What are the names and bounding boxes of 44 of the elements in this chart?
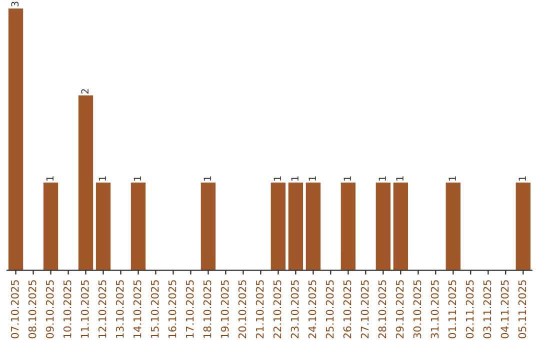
- x-tick-label: 21.10.2025: [256, 280, 264, 338]
- data-label: 1: [378, 176, 386, 181]
- x-tick-label: 07.10.2025: [10, 280, 19, 338]
- data-label: 1: [308, 176, 316, 181]
- x-tick-label: 05.11.2025: [518, 280, 526, 338]
- x-tick-label: 16.10.2025: [168, 280, 176, 338]
- data-label: 1: [291, 176, 298, 181]
- x-tick-label: 02.11.2025: [466, 280, 474, 338]
- data-label: 1: [344, 176, 351, 181]
- x-tick-label: 13.10.2025: [116, 280, 124, 338]
- x-tick-label: 27.10.2025: [360, 280, 369, 338]
- x-tick-label: 20.10.2025: [238, 280, 246, 338]
- data-label: 1: [274, 176, 281, 181]
- x-tick-label: 08.10.2025: [28, 280, 36, 338]
- data-label: 1: [518, 176, 526, 181]
- x-tick-label: 18.10.2025: [203, 280, 212, 338]
- data-label: 1: [204, 176, 211, 181]
- x-tick-label: 10.10.2025: [63, 280, 72, 338]
- x-tick-label: 24.10.2025: [308, 280, 316, 338]
- data-label: 1: [448, 176, 456, 181]
- x-tick-label: 03.11.2025: [483, 280, 492, 338]
- x-tick-label: 19.10.2025: [220, 280, 229, 338]
- x-tick-label: 11.10.2025: [80, 280, 89, 338]
- data-label: 1: [134, 176, 141, 181]
- x-tick-label: 29.10.2025: [396, 280, 404, 338]
- x-tick-label: 04.11.2025: [500, 280, 509, 338]
- x-tick-label: 17.10.2025: [186, 280, 194, 338]
- data-label: 1: [46, 176, 54, 181]
- data-label: 3: [11, 2, 19, 6]
- data-label: 2: [81, 89, 88, 94]
- x-tick-label: 26.10.2025: [343, 280, 352, 338]
- x-tick-label: 09.10.2025: [46, 280, 54, 338]
- x-tick-label: 31.10.2025: [430, 280, 439, 338]
- x-tick-label: 01.11.2025: [448, 280, 456, 338]
- data-label: 1: [396, 176, 404, 181]
- x-tick-label: 28.10.2025: [378, 280, 386, 338]
- x-tick-label: 15.10.2025: [150, 280, 159, 338]
- x-tick-label: 14.10.2025: [133, 280, 142, 338]
- x-tick-label: 12.10.2025: [98, 280, 106, 338]
- data-label: 1: [98, 176, 106, 181]
- x-tick-label: 30.10.2025: [413, 280, 422, 338]
- x-tick-label: 23.10.2025: [290, 280, 299, 338]
- x-tick-label: 22.10.2025: [273, 280, 282, 338]
- x-tick-label: 25.10.2025: [326, 280, 334, 338]
